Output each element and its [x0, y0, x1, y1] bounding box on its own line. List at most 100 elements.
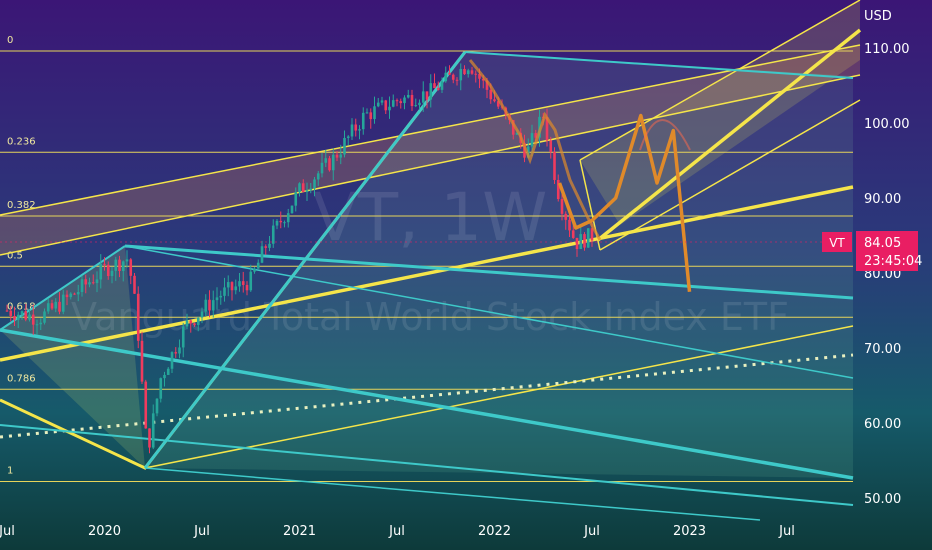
candle-body [328, 158, 331, 171]
candle-body [406, 95, 410, 98]
candle-body [294, 192, 298, 206]
candle-body [358, 129, 361, 131]
candle-body [275, 220, 279, 226]
candle-body [234, 286, 238, 291]
candle-body [253, 268, 256, 272]
candle-body [178, 347, 181, 354]
candle-body [110, 270, 114, 277]
candle-body [91, 282, 95, 284]
parallel-channel-mid[interactable] [596, 28, 862, 242]
thick-support-line[interactable] [0, 185, 854, 362]
teal-down-line-3[interactable] [0, 424, 854, 506]
candle-body [16, 314, 20, 320]
candle-body [523, 142, 526, 158]
candle-body [346, 136, 350, 138]
price-tick-6: 50.00 [864, 492, 901, 507]
time-tick-4: Jul [388, 524, 405, 539]
candle-body [226, 282, 230, 288]
candle-body [384, 100, 388, 111]
candle-body [568, 219, 571, 231]
candle-body [380, 100, 384, 103]
candle-body [511, 120, 515, 135]
teal-top-line[interactable] [464, 51, 854, 79]
candle-body [181, 326, 185, 348]
candle-body [39, 322, 43, 325]
candle-body [335, 154, 339, 158]
fib-retracement[interactable]: 0 0.236 0.382 0.5 0.618 0.786 1 [0, 35, 853, 482]
orange-channel-upper[interactable] [0, 44, 861, 216]
time-tick-8: Jul [778, 524, 795, 539]
candle-body [80, 279, 84, 293]
candle-body [470, 70, 474, 74]
parallel-channel-bottom[interactable] [599, 99, 861, 251]
candle-body [223, 287, 226, 296]
candle-body [106, 264, 110, 277]
orange-channel-lower[interactable] [0, 74, 861, 256]
candle-body [388, 106, 391, 111]
parallel-channel-top[interactable] [579, 0, 861, 161]
teal-mid-line[interactable] [124, 244, 854, 300]
candle-body [350, 124, 354, 137]
candle-body [361, 112, 365, 130]
candle-body [185, 320, 189, 327]
candle-body [320, 162, 324, 174]
projection-arc[interactable] [639, 119, 691, 151]
triangle-fill [0, 246, 145, 468]
candlestick-series[interactable] [5, 63, 594, 454]
candle-body [69, 293, 73, 298]
candle-body [211, 300, 215, 311]
time-tick-7: 2023 [673, 524, 706, 539]
candle-body [410, 95, 414, 107]
candle-body [230, 282, 234, 291]
candle-body [121, 261, 125, 272]
trend-lines[interactable] [0, 0, 862, 521]
candle-body [571, 230, 575, 238]
candle-body [5, 310, 9, 312]
candle-body [118, 259, 121, 272]
candle-body [534, 133, 538, 138]
candle-body [58, 301, 61, 312]
teal-down-line-4[interactable] [144, 467, 761, 521]
time-tick-5: 2022 [478, 524, 511, 539]
watermark-symbol: VT, 1W [313, 179, 548, 256]
candle-body [560, 199, 564, 214]
price-badge-countdown: 23:45:04 [864, 254, 922, 269]
parallel-channel-fill [580, 0, 860, 225]
low-support-line[interactable] [144, 325, 854, 469]
candle-body [114, 259, 118, 271]
time-axis[interactable]: Jul 2020 Jul 2021 Jul 2022 Jul 2023 Jul [0, 524, 795, 539]
candle-body [65, 294, 69, 298]
price-tick-5: 60.00 [864, 417, 901, 432]
candle-body [564, 213, 568, 220]
projection-drawing[interactable] [468, 59, 692, 292]
candle-body [421, 91, 425, 103]
candle-body [54, 301, 58, 309]
candle-body [369, 112, 373, 120]
candle-body [556, 179, 560, 200]
price-tick-2: 90.00 [864, 192, 901, 207]
candle-body [166, 368, 170, 375]
candle-body [159, 378, 163, 399]
candle-body [354, 124, 358, 131]
candle-body [290, 205, 294, 214]
candle-body [61, 294, 65, 312]
candle-body [268, 243, 271, 248]
candle-body [241, 281, 245, 285]
candle-body [316, 173, 320, 180]
fib-label-6: 1 [7, 466, 13, 477]
projection-path[interactable] [557, 113, 692, 292]
candle-body [260, 246, 264, 263]
time-tick-3: 2021 [283, 524, 316, 539]
candle-body [50, 303, 54, 309]
candle-body [489, 89, 493, 100]
candle-body [155, 398, 159, 414]
candle-body [313, 179, 316, 189]
price-tick-0: 110.00 [864, 42, 910, 57]
candle-body [444, 72, 448, 82]
candle-body [436, 87, 440, 90]
teal-down-line-1[interactable] [124, 245, 854, 379]
candle-body [481, 78, 485, 81]
price-path-overlay[interactable] [468, 59, 602, 241]
fib-label-1: 0.236 [7, 136, 36, 147]
